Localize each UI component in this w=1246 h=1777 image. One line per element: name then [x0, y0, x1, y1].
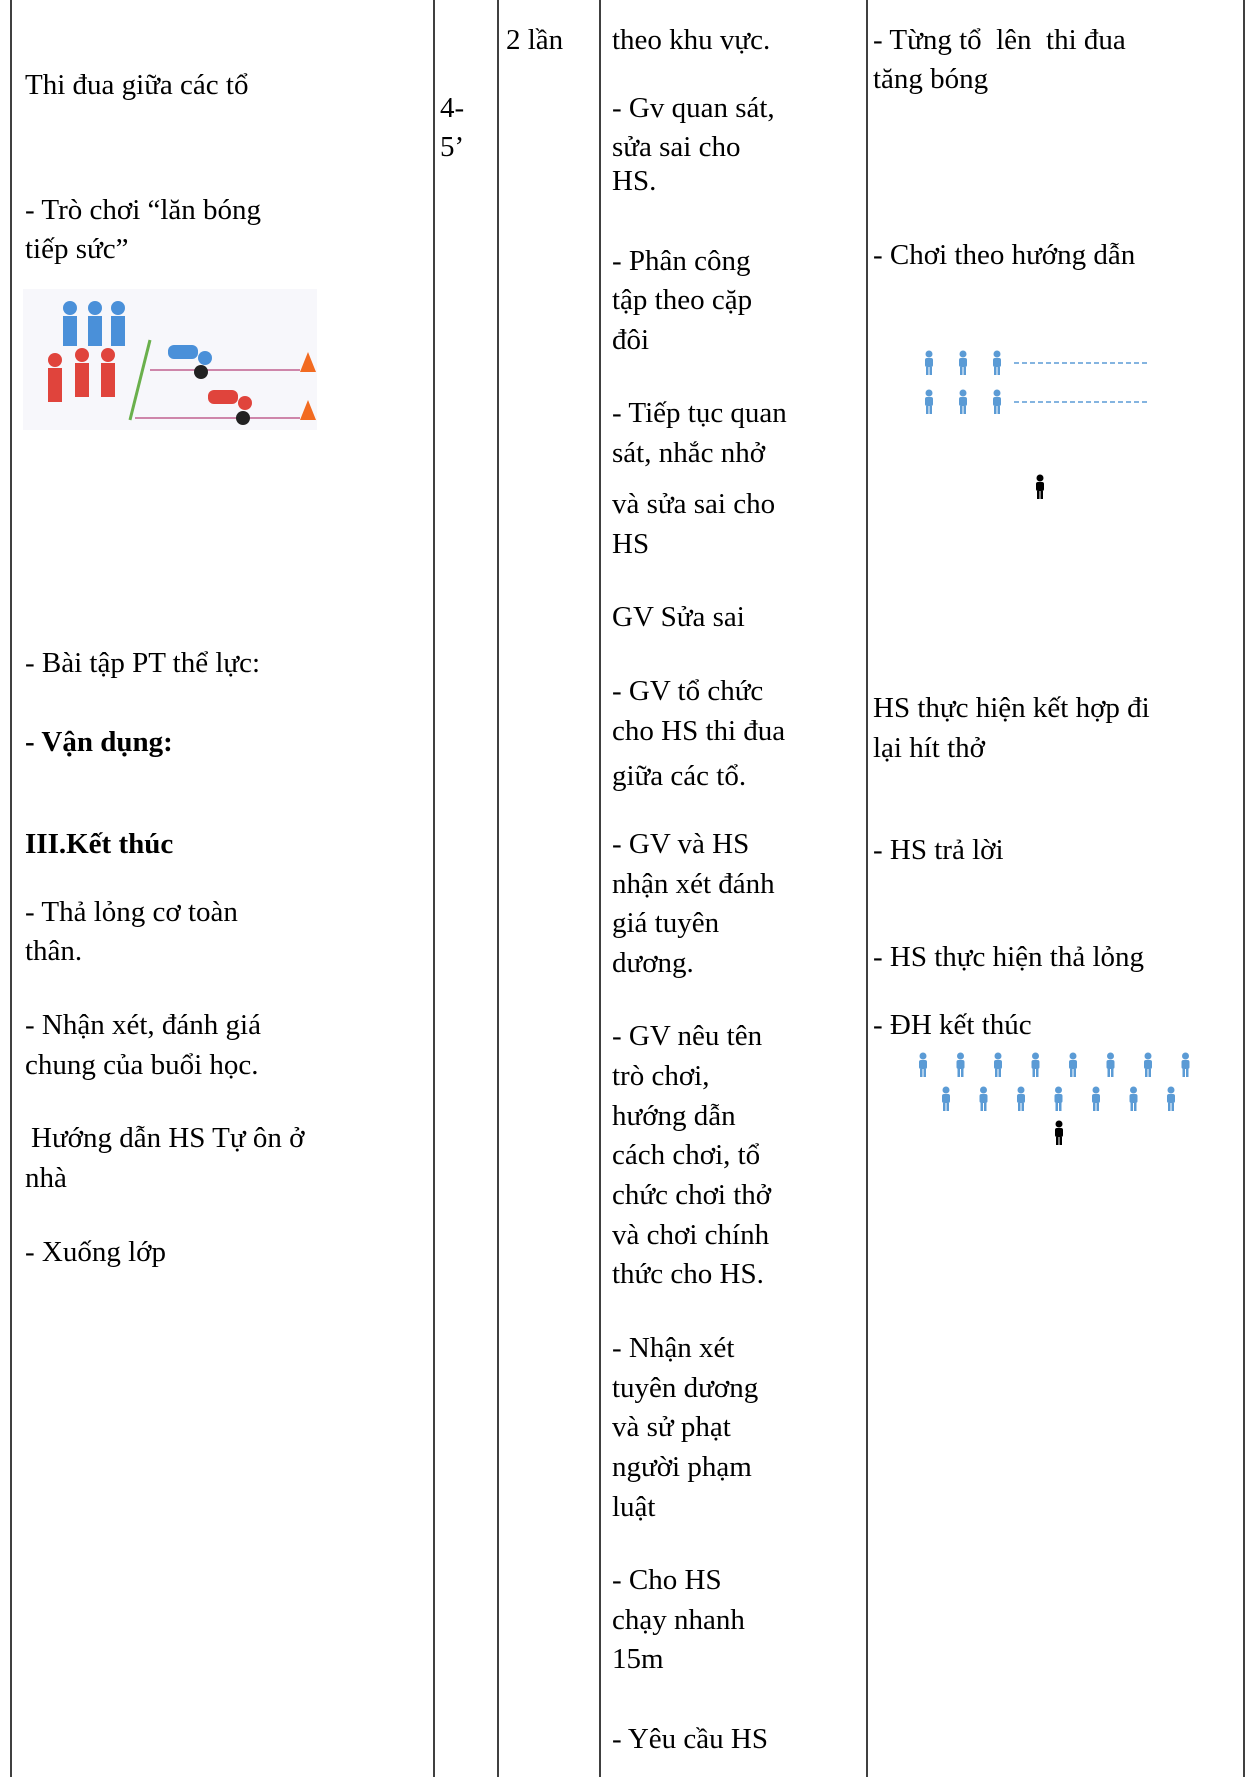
cell-text: - GV tổ chức — [612, 674, 764, 707]
cell-text: hướng dẫn — [612, 1099, 736, 1132]
formation-figures — [919, 350, 1190, 1145]
cell-text: thức cho HS. — [612, 1258, 764, 1291]
person-icon — [1055, 1120, 1063, 1145]
cell-text: cách chơi, tổ — [612, 1139, 761, 1172]
cell-text: dương. — [612, 946, 694, 979]
cell-text: - Vận dụng: — [25, 725, 173, 758]
person-icon — [1167, 1086, 1175, 1111]
cell-text: GV Sửa sai — [612, 601, 745, 634]
cell-text: người phạm — [612, 1450, 752, 1483]
cell-text: - Nhận xét — [612, 1331, 735, 1364]
table-borders — [10, 0, 1245, 1777]
cell-text: 4- — [440, 91, 465, 124]
cell-text: giá tuyên — [612, 907, 720, 940]
cell-text: tập theo cặp — [612, 284, 753, 317]
cell-text: - Bài tập PT thể lực: — [25, 646, 261, 679]
cell-text: - Cho HS — [612, 1564, 722, 1597]
cell-text: và sửa sai cho — [612, 488, 776, 521]
cell-text: - Xuống lớp — [25, 1235, 166, 1268]
person-icon — [1144, 1052, 1152, 1077]
cell-text: - Trò chơi “lăn bóng — [25, 193, 262, 226]
cell-text: - GV và HS — [612, 827, 750, 860]
person-icon — [919, 1052, 927, 1077]
cell-text: HS — [612, 527, 650, 560]
person-icon — [925, 389, 933, 414]
cell-text: HS thực hiện kết hợp đi — [873, 691, 1150, 724]
person-icon — [1181, 1052, 1190, 1077]
person-icon — [1129, 1086, 1138, 1111]
person-icon — [925, 350, 933, 375]
cell-text: - Chơi theo hướng dẫn — [873, 238, 1136, 271]
cell-text: trò chơi, — [612, 1060, 710, 1093]
person-icon — [993, 350, 1001, 375]
cell-text: - HS thực hiện thả lỏng — [873, 941, 1145, 974]
cell-text: tăng bóng — [873, 63, 989, 96]
cell-text: - Nhận xét, đánh giá — [25, 1009, 261, 1042]
cell-text: - Thả lỏng cơ toàn — [25, 895, 238, 928]
person-icon — [942, 1086, 950, 1111]
person-icon — [1017, 1086, 1025, 1111]
person-icon — [1069, 1052, 1077, 1077]
cell-text: - Tiếp tục quan — [612, 397, 787, 430]
person-icon — [994, 1052, 1002, 1077]
cell-text: tuyên dương — [612, 1371, 759, 1404]
cell-text: theo khu vực. — [612, 23, 771, 56]
cell-text: Hướng dẫn HS Tự ôn ở — [31, 1122, 305, 1155]
person-icon — [959, 389, 967, 414]
cell-text: chung của buổi học. — [25, 1048, 259, 1081]
cell-text: luật — [612, 1490, 656, 1523]
cell-text: - Phân công — [612, 244, 751, 277]
person-icon — [956, 1052, 965, 1077]
cell-text: thân. — [25, 935, 83, 968]
cell-text: nhận xét đánh — [612, 867, 775, 900]
cell-text: 2 lần — [506, 23, 564, 56]
cell-text: - Gv quan sát, — [612, 91, 775, 124]
cell-text: III.Kết thúc — [25, 827, 174, 860]
cell-text: tiếp sức” — [25, 233, 129, 266]
cell-text: chức chơi thở — [612, 1179, 772, 1212]
cell-text: - HS trả lời — [873, 833, 1004, 866]
cell-text: sát, nhắc nhở — [612, 437, 766, 470]
cell-text: nhà — [25, 1162, 67, 1195]
formation-lines — [1014, 362, 1150, 403]
cell-text: lại hít thở — [873, 731, 985, 764]
person-icon — [1106, 1052, 1115, 1077]
cell-text: sửa sai cho — [612, 131, 741, 164]
person-icon — [979, 1086, 988, 1111]
person-icon — [1054, 1086, 1063, 1111]
person-icon — [1031, 1052, 1040, 1077]
cell-text: - GV nêu tên — [612, 1020, 763, 1053]
cell-text: - ĐH kết thúc — [873, 1009, 1032, 1042]
cell-text: - Yêu cầu HS — [612, 1722, 768, 1755]
cell-text: - Từng tổ lên thi đua — [873, 23, 1126, 56]
cell-text: 5’ — [440, 131, 465, 164]
cell-text: đôi — [612, 323, 650, 356]
cell-text: HS. — [612, 165, 657, 198]
game-illustration — [23, 289, 317, 430]
cell-text: và chơi chính — [612, 1218, 770, 1251]
cell-text: giữa các tổ. — [612, 759, 747, 792]
cell-text: và sử phạt — [612, 1411, 731, 1444]
person-icon — [1092, 1086, 1100, 1111]
cell-text: Thi đua giữa các tổ — [25, 68, 249, 101]
person-icon — [959, 350, 967, 375]
person-icon — [1036, 474, 1044, 499]
cell-text: cho HS thi đua — [612, 714, 786, 747]
person-icon — [993, 389, 1001, 414]
cell-text: chạy nhanh — [612, 1603, 745, 1636]
cell-text: 15m — [612, 1643, 664, 1676]
